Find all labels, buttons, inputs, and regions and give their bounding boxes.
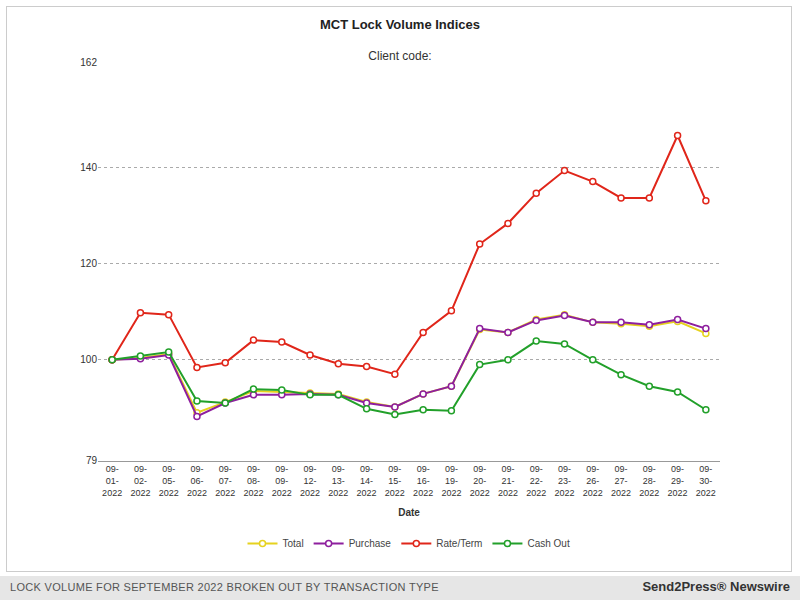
- svg-text:MCT Lock Volume Indices: MCT Lock Volume Indices: [320, 17, 480, 32]
- svg-text:09-09-2022: 09-09-2022: [272, 464, 292, 497]
- svg-text:09-22-2022: 09-22-2022: [526, 464, 546, 497]
- svg-text:120: 120: [80, 258, 97, 269]
- svg-text:Client code:: Client code:: [368, 49, 431, 63]
- svg-text:09-20-2022: 09-20-2022: [470, 464, 490, 497]
- svg-text:09-19-2022: 09-19-2022: [441, 464, 461, 497]
- svg-text:09-12-2022: 09-12-2022: [300, 464, 320, 497]
- svg-text:09-27-2022: 09-27-2022: [611, 464, 631, 497]
- svg-text:09-15-2022: 09-15-2022: [385, 464, 405, 497]
- svg-text:Purchase: Purchase: [349, 538, 392, 549]
- svg-text:09-05-2022: 09-05-2022: [159, 464, 179, 497]
- svg-text:09-23-2022: 09-23-2022: [554, 464, 574, 497]
- svg-text:09-01-2022: 09-01-2022: [102, 464, 122, 497]
- svg-text:Date: Date: [398, 507, 420, 518]
- svg-text:162: 162: [80, 57, 97, 68]
- html-text:Send2Press® Newswire: Send2Press® Newswire: [642, 579, 790, 594]
- svg-text:09-21-2022: 09-21-2022: [498, 464, 518, 497]
- svg-text:09-02-2022: 09-02-2022: [130, 464, 150, 497]
- svg-text:Rate/Term: Rate/Term: [436, 538, 482, 549]
- svg-text:09-07-2022: 09-07-2022: [215, 464, 235, 497]
- svg-text:09-14-2022: 09-14-2022: [357, 464, 377, 497]
- svg-text:09-26-2022: 09-26-2022: [583, 464, 603, 497]
- svg-text:100: 100: [80, 354, 97, 365]
- svg-text:09-13-2022: 09-13-2022: [328, 464, 348, 497]
- svg-text:09-16-2022: 09-16-2022: [413, 464, 433, 497]
- html-text:LOCK VOLUME FOR SEPTEMBER 2022: LOCK VOLUME FOR SEPTEMBER 2022 BROKEN OU…: [10, 581, 439, 593]
- svg-text:09-30-2022: 09-30-2022: [696, 464, 716, 497]
- svg-text:09-29-2022: 09-29-2022: [668, 464, 688, 497]
- svg-text:140: 140: [80, 162, 97, 173]
- svg-text:Total: Total: [283, 538, 304, 549]
- svg-text:09-28-2022: 09-28-2022: [639, 464, 659, 497]
- svg-text:09-08-2022: 09-08-2022: [243, 464, 263, 497]
- svg-text:09-06-2022: 09-06-2022: [187, 464, 207, 497]
- svg-text:79: 79: [86, 455, 98, 466]
- svg-text:Cash Out: Cash Out: [527, 538, 569, 549]
